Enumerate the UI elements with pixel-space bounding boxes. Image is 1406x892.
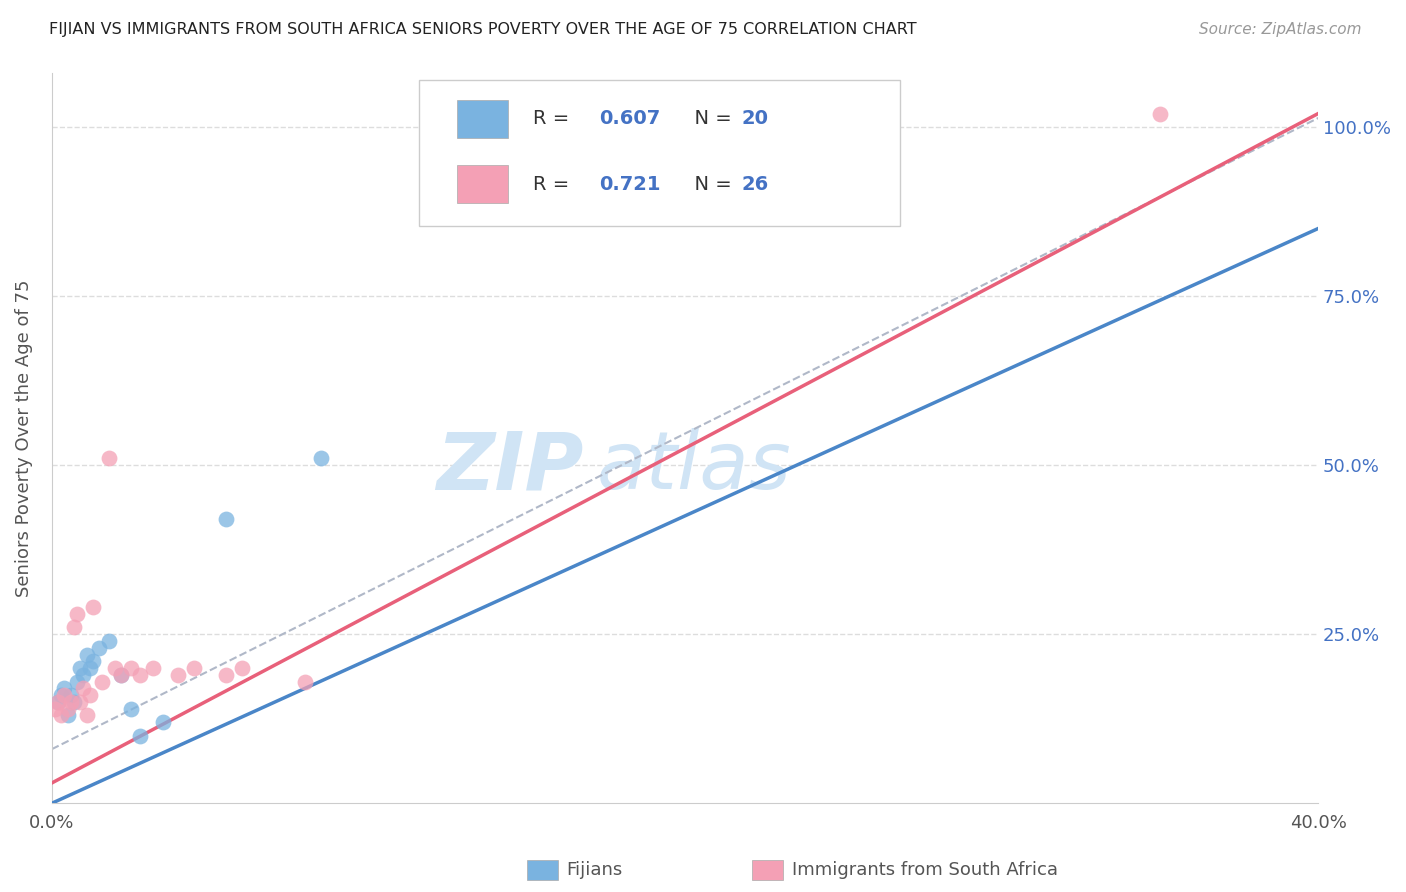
Text: FIJIAN VS IMMIGRANTS FROM SOUTH AFRICA SENIORS POVERTY OVER THE AGE OF 75 CORREL: FIJIAN VS IMMIGRANTS FROM SOUTH AFRICA S… bbox=[49, 22, 917, 37]
Point bbox=[110, 668, 132, 682]
Point bbox=[110, 668, 132, 682]
Point bbox=[152, 715, 174, 730]
Text: 26: 26 bbox=[742, 175, 769, 194]
Point bbox=[167, 668, 190, 682]
Point bbox=[76, 708, 98, 723]
Point bbox=[97, 634, 120, 648]
Point bbox=[72, 681, 94, 696]
Point bbox=[51, 688, 73, 702]
Point bbox=[46, 695, 69, 709]
Text: ZIP: ZIP bbox=[436, 428, 583, 507]
Point bbox=[215, 512, 238, 526]
Point bbox=[66, 607, 89, 621]
Point bbox=[120, 661, 142, 675]
Text: atlas: atlas bbox=[596, 428, 792, 507]
Point bbox=[1149, 106, 1171, 120]
Text: R =: R = bbox=[533, 109, 575, 128]
Point bbox=[51, 708, 73, 723]
Point bbox=[104, 661, 127, 675]
Text: Immigrants from South Africa: Immigrants from South Africa bbox=[792, 861, 1057, 879]
Point bbox=[53, 681, 76, 696]
FancyBboxPatch shape bbox=[457, 100, 508, 137]
Point bbox=[129, 668, 152, 682]
Point bbox=[79, 661, 101, 675]
Point bbox=[142, 661, 165, 675]
Point bbox=[59, 695, 82, 709]
Point bbox=[59, 688, 82, 702]
Text: N =: N = bbox=[682, 175, 738, 194]
Point bbox=[129, 729, 152, 743]
Point bbox=[120, 701, 142, 715]
Point bbox=[69, 695, 91, 709]
Point bbox=[76, 648, 98, 662]
Point bbox=[231, 661, 253, 675]
Point bbox=[215, 668, 238, 682]
Point bbox=[63, 695, 86, 709]
Text: Source: ZipAtlas.com: Source: ZipAtlas.com bbox=[1198, 22, 1361, 37]
Point bbox=[56, 701, 79, 715]
Point bbox=[82, 600, 104, 615]
Point bbox=[46, 695, 69, 709]
Point bbox=[63, 620, 86, 634]
Text: R =: R = bbox=[533, 175, 575, 194]
Y-axis label: Seniors Poverty Over the Age of 75: Seniors Poverty Over the Age of 75 bbox=[15, 279, 32, 597]
Point bbox=[66, 674, 89, 689]
Point bbox=[53, 688, 76, 702]
FancyBboxPatch shape bbox=[457, 165, 508, 203]
Text: Fijians: Fijians bbox=[567, 861, 623, 879]
Point bbox=[309, 451, 332, 466]
Point bbox=[44, 701, 66, 715]
Text: 0.607: 0.607 bbox=[599, 109, 659, 128]
Point bbox=[97, 451, 120, 466]
Point bbox=[82, 654, 104, 668]
Text: 20: 20 bbox=[742, 109, 769, 128]
Text: 0.721: 0.721 bbox=[599, 175, 661, 194]
Point bbox=[79, 688, 101, 702]
Text: N =: N = bbox=[682, 109, 738, 128]
Point bbox=[89, 640, 111, 655]
Point bbox=[72, 668, 94, 682]
Point bbox=[91, 674, 114, 689]
Point bbox=[56, 708, 79, 723]
Point bbox=[183, 661, 205, 675]
Point bbox=[69, 661, 91, 675]
Point bbox=[294, 674, 316, 689]
FancyBboxPatch shape bbox=[419, 80, 900, 227]
